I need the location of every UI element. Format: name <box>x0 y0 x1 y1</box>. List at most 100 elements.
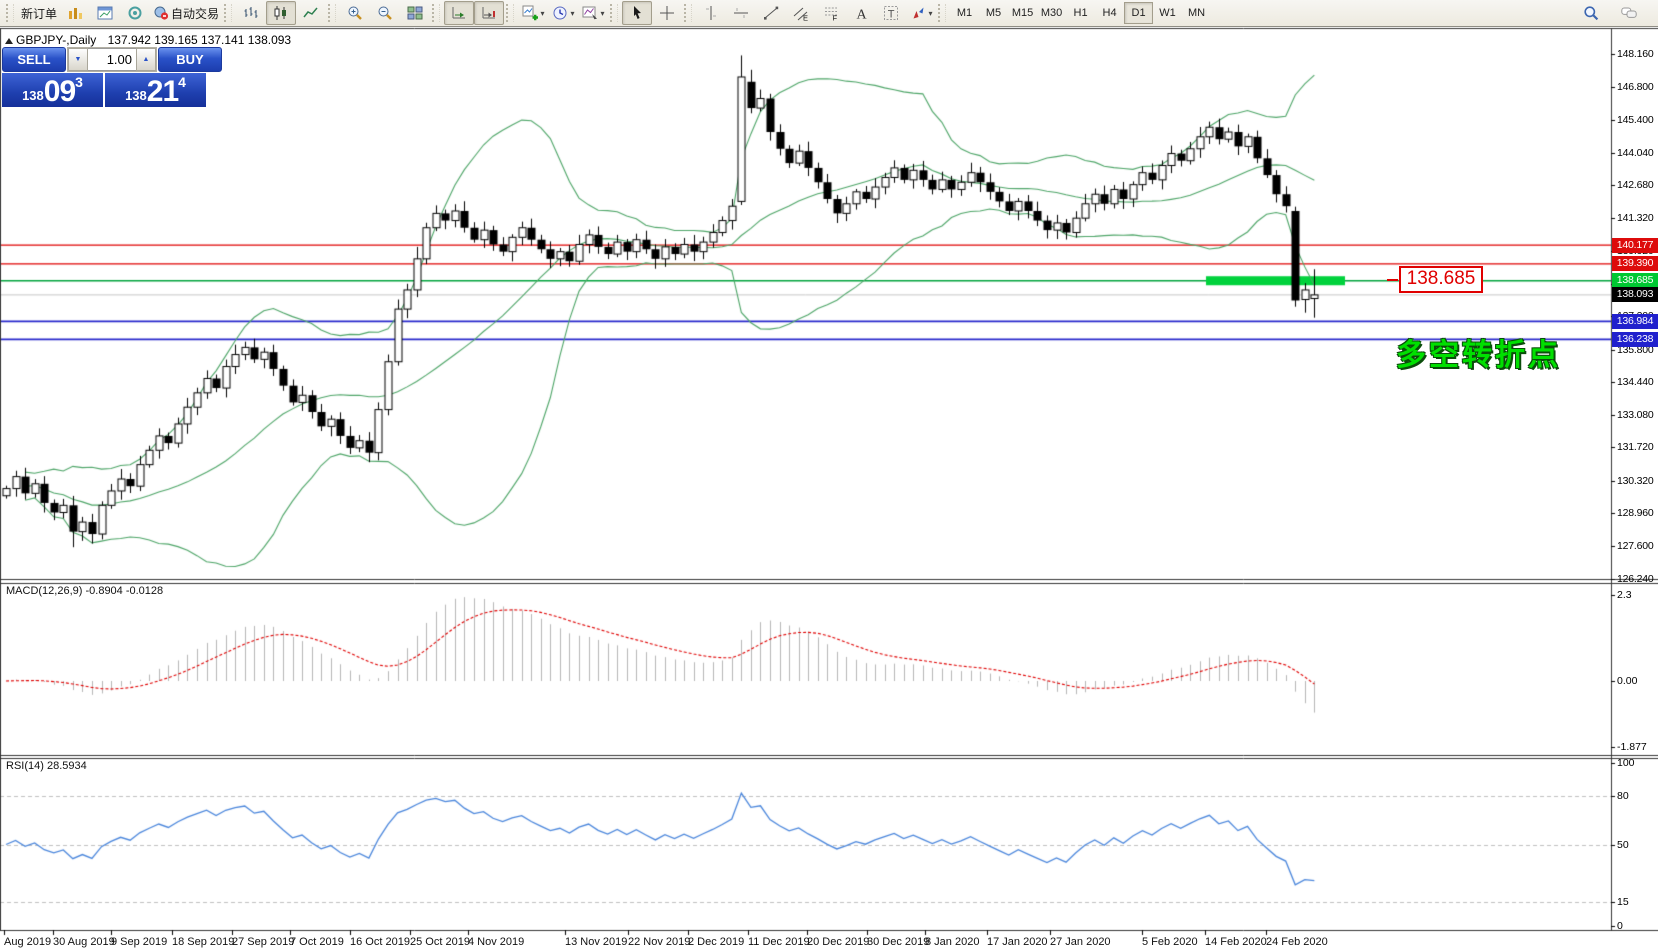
price-label-136.238: 136.238 <box>1612 331 1658 347</box>
svg-text:A: A <box>857 8 868 22</box>
chart-shift-button[interactable] <box>474 1 505 25</box>
zoom-in-button[interactable] <box>340 1 370 25</box>
timeframe-m5[interactable]: M5 <box>985 7 1002 19</box>
chevron-down-icon[interactable]: ▾ <box>540 8 545 18</box>
main-toolbar: 新订单 自动交易 ▾ ▾ ▾ E F A T ▾ M1 M5 M15 M30 H1 H4 D1 W1 MN <box>0 0 1658 27</box>
date-axis-label: 9 Sep 2019 <box>111 936 168 948</box>
clock-glyph <box>553 6 567 20</box>
price-axis-tick: 126.240 <box>1617 572 1654 585</box>
autotrading-button[interactable]: 自动交易 <box>150 1 222 25</box>
vertical-line-button[interactable] <box>696 1 726 25</box>
sell-button[interactable]: SELL <box>2 47 66 72</box>
channel-button[interactable]: E <box>786 1 816 25</box>
price-annotation-label[interactable]: 138.685 <box>1399 266 1483 293</box>
hline-glyph <box>734 8 749 18</box>
date-axis-label: 20 Dec 2019 <box>807 936 870 948</box>
shift-glyph <box>482 7 496 19</box>
profiles-icon[interactable] <box>90 1 120 25</box>
cursor-glyph <box>634 6 642 19</box>
new-order-button-label: 新订单 <box>21 6 58 21</box>
price-annotation-dash <box>1387 279 1398 281</box>
timeframe-w1[interactable]: W1 <box>1159 7 1176 19</box>
periods-button[interactable]: ▾ <box>548 1 578 25</box>
new-chart-icon[interactable] <box>60 1 90 25</box>
tile-windows-button[interactable] <box>400 1 430 25</box>
timeframe-d1[interactable]: D1 <box>1124 2 1154 24</box>
templates-button[interactable]: ▾ <box>578 1 608 25</box>
candles-glyph <box>274 6 287 20</box>
zoom-out-button[interactable] <box>370 1 400 25</box>
data-window-icon[interactable] <box>120 1 150 25</box>
new-order-button[interactable]: 新订单 <box>18 1 60 25</box>
rsi-axis-label: 80 <box>1617 789 1629 802</box>
chevron-down-icon[interactable]: ▾ <box>600 8 605 18</box>
chart-gold-glyph <box>69 8 83 19</box>
timeframe-mn[interactable]: MN <box>1187 7 1206 19</box>
buy-button[interactable]: BUY <box>158 47 222 72</box>
price-axis-tick: 141.320 <box>1617 211 1654 224</box>
fibonacci-button[interactable]: F <box>816 1 846 25</box>
community-chat-icon[interactable] <box>1614 1 1644 25</box>
timeframe-h4[interactable]: H4 <box>1102 7 1117 19</box>
date-axis-label: 14 Feb 2020 <box>1205 936 1267 948</box>
timeframe-m30[interactable]: M30 <box>1040 7 1063 19</box>
chart-title: GBPJPY-,Daily 137.942 139.165 137.141 13… <box>16 33 291 47</box>
timeframe-m15[interactable]: M15 <box>1011 7 1034 19</box>
turning-point-note[interactable]: 多空转折点 <box>1396 339 1561 372</box>
search-icon[interactable] <box>1576 1 1606 25</box>
autoscroll-glyph <box>452 7 466 19</box>
tile-glyph <box>407 6 423 20</box>
volume-increase-button[interactable]: ▲ <box>136 48 156 71</box>
date-axis-label: 24 Feb 2020 <box>1266 936 1328 948</box>
text-label-button[interactable]: T <box>876 1 906 25</box>
date-axis-label: 4 Nov 2019 <box>468 936 525 948</box>
date-axis-label: 17 Jan 2020 <box>987 936 1048 948</box>
date-axis-label: 22 Nov 2019 <box>628 936 691 948</box>
chevron-down-icon[interactable]: ▾ <box>570 8 575 18</box>
rsi-axis-label: 100 <box>1617 757 1635 769</box>
sell-price-big: 09 <box>43 75 76 108</box>
toolbar-grip <box>328 4 337 22</box>
volume-input[interactable] <box>88 48 136 71</box>
date-axis-label: Aug 2019 <box>4 936 52 948</box>
candlestick-chart-button[interactable] <box>266 1 297 25</box>
timeframe-h1[interactable]: H1 <box>1073 7 1088 19</box>
horizontal-line-button[interactable] <box>726 1 756 25</box>
buy-price-big: 21 <box>146 75 179 108</box>
svg-text:T: T <box>888 9 895 21</box>
crosshair-button[interactable] <box>652 1 682 25</box>
price-axis-tick: 146.800 <box>1617 80 1654 93</box>
chevron-down-icon[interactable]: ▾ <box>928 8 933 18</box>
zoomout-glyph <box>378 6 392 20</box>
autotrading-button-label: 自动交易 <box>171 6 220 21</box>
price-label-140.177: 140.177 <box>1612 237 1658 253</box>
channel-glyph: E <box>793 7 808 21</box>
robot-glyph <box>154 6 169 20</box>
text-button[interactable]: A <box>846 1 876 25</box>
buy-price-prefix: 138 <box>125 88 147 103</box>
svg-text:F: F <box>833 14 838 22</box>
price-axis-tick: 145.400 <box>1617 114 1654 127</box>
timeframe-m1[interactable]: M1 <box>956 7 973 19</box>
one-click-collapse-icon[interactable] <box>5 38 13 44</box>
line-chart-button[interactable] <box>296 1 326 25</box>
trendline-button[interactable] <box>756 1 786 25</box>
bar-chart-button[interactable] <box>236 1 266 25</box>
chat-glyph <box>1621 7 1637 18</box>
macd-label: MACD(12,26,9) -0.8904 -0.0128 <box>6 585 164 597</box>
cursor-button[interactable] <box>622 1 653 25</box>
indicators-button[interactable]: ▾ <box>518 1 548 25</box>
price-axis-tick: 148.160 <box>1617 48 1654 60</box>
price-axis-tick: 133.080 <box>1617 408 1654 421</box>
volume-decrease-button[interactable]: ▼ <box>68 48 88 71</box>
date-axis-label: 27 Sep 2019 <box>232 936 295 948</box>
date-axis-label: 5 Feb 2020 <box>1142 936 1198 948</box>
auto-scroll-button[interactable] <box>444 1 475 25</box>
sell-price[interactable]: 138 09 3 <box>2 73 103 107</box>
buy-price[interactable]: 138 21 4 <box>105 73 206 107</box>
arrows-button[interactable]: ▾ <box>906 1 936 25</box>
date-axis-label: 8 Jan 2020 <box>925 936 980 948</box>
